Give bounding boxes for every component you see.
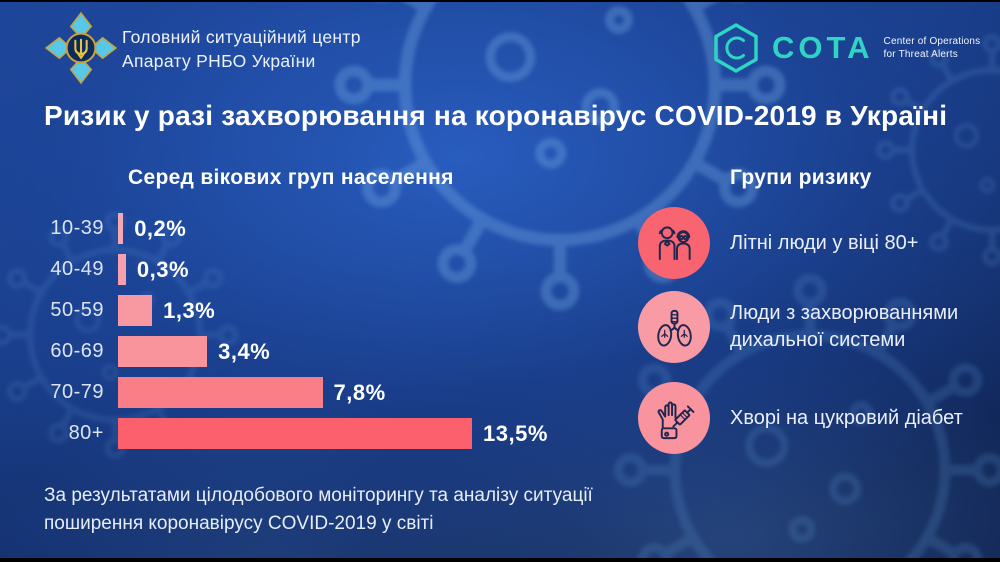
age-group-label: 40-49: [50, 258, 104, 280]
bottom-letterbox-strip: [0, 558, 1000, 562]
chart-row: 80+ 13,5%: [16, 413, 548, 454]
cota-logo: COTA Center of Operations for Threat Ale…: [710, 22, 980, 74]
chart-row: 50-59 1,3%: [16, 290, 548, 331]
cota-wordmark: COTA: [772, 30, 874, 65]
page-title: Ризик у разі захворювання на коронавірус…: [44, 100, 948, 131]
footer-note-line2: поширення коронавірусу COVID-2019 у світ…: [44, 513, 434, 534]
cota-tagline-line1: Center of Operations: [883, 35, 981, 47]
bar: [118, 295, 153, 326]
org-name: Головний ситуаційний центр Апарату РНБО …: [122, 25, 361, 73]
chart-row: 10-39 0,2%: [16, 208, 548, 249]
bar-value-label: 1,3%: [163, 297, 216, 323]
risk-group-item: Літні люди у віці 80+: [638, 207, 1000, 279]
chart-row: 60-69 3,4%: [16, 331, 548, 372]
bar: [118, 254, 126, 285]
cota-tagline: Center of Operations for Threat Alerts: [884, 35, 981, 62]
cota-hexagon-icon: [714, 23, 758, 73]
risk-group-label: Люди з захворюваннями дихальної системи: [730, 302, 959, 351]
risk-group-item: Люди з захворюваннями дихальної системи: [638, 291, 1000, 363]
top-letterbox-strip: [0, 0, 1000, 2]
chart-section-title: Серед вікових груп населення: [128, 166, 454, 189]
bar: [118, 336, 208, 367]
org-name-line1: Головний ситуаційний центр: [122, 27, 361, 47]
age-group-label: 50-59: [50, 299, 104, 321]
chart-row: 40-49 0,3%: [16, 249, 548, 290]
age-bar-chart: 10-39 0,2% 40-49 0,3% 50-59 1,3% 60-69 3,4% 70-7…: [16, 208, 548, 454]
bar-value-label: 13,5%: [483, 420, 548, 446]
bar: [118, 377, 323, 408]
rnbo-emblem-icon: [44, 11, 118, 85]
age-group-label: 70-79: [50, 381, 104, 403]
elderly-couple-icon: [638, 207, 710, 279]
syringe-hand-icon: [638, 382, 710, 454]
age-group-label: 60-69: [50, 340, 104, 362]
age-group-label: 80+: [68, 422, 104, 444]
bar-value-label: 0,2%: [134, 215, 187, 241]
org-name-line2: Апарату РНБО України: [122, 51, 316, 71]
risk-group-label: Хворі на цукровий діабет: [730, 406, 963, 429]
lungs-icon: [638, 291, 710, 363]
risk-group-item: Хворі на цукровий діабет: [638, 382, 1000, 454]
risk-group-label: Літні люди у віці 80+: [730, 231, 919, 254]
trident-icon: [74, 38, 88, 60]
age-group-label: 10-39: [50, 217, 104, 239]
bar-value-label: 3,4%: [218, 338, 271, 364]
chart-row: 70-79 7,8%: [16, 372, 548, 413]
bar-value-label: 0,3%: [136, 256, 190, 282]
bar-value-label: 7,8%: [333, 379, 386, 405]
footer-note-line1: За результатами цілодобового моніторингу…: [44, 485, 593, 506]
bar: [118, 213, 124, 244]
bar: [118, 418, 472, 449]
risk-section-title: Групи ризику: [730, 166, 872, 189]
cota-tagline-line2: for Threat Alerts: [883, 49, 958, 60]
footer-note: За результатами цілодобового моніторингу…: [44, 482, 593, 538]
